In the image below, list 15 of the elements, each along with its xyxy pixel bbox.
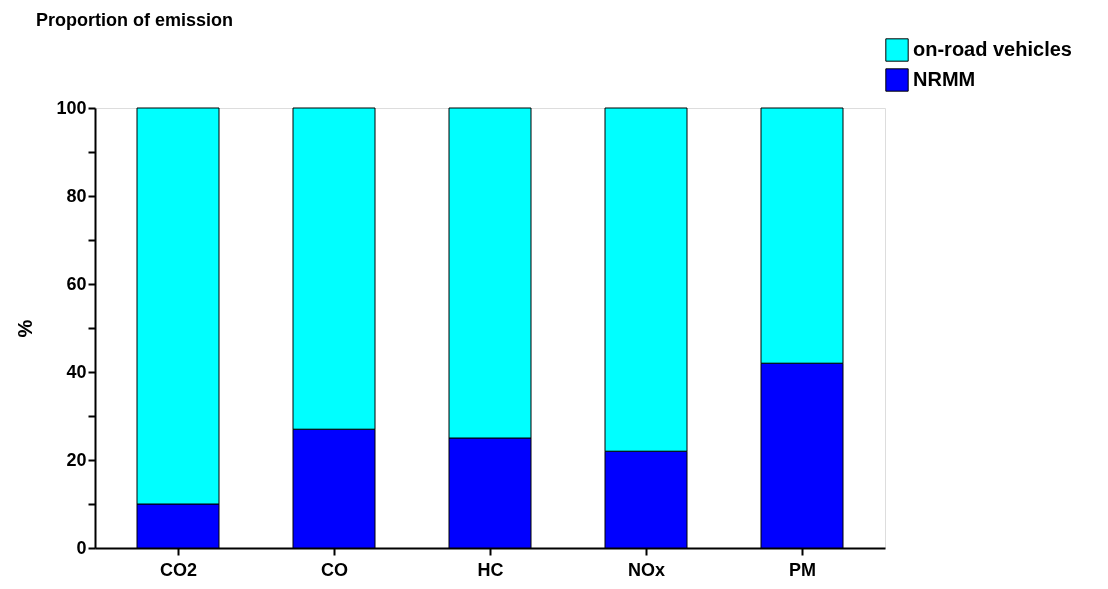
y-tick-label: 20	[66, 449, 87, 470]
x-tick-label: HC	[477, 559, 504, 580]
x-tick-label: NOx	[627, 559, 666, 580]
legend-label: NRMM	[913, 68, 976, 90]
y-axis-title: %	[14, 319, 37, 338]
x-tick-label: CO2	[159, 559, 198, 580]
y-tick-label: 0	[76, 537, 87, 558]
chart-title: Proportion of emission	[35, 10, 233, 30]
x-tick-label: CO	[321, 559, 348, 580]
x-tick-label: PM	[789, 559, 816, 580]
y-tick-label: 60	[66, 273, 87, 294]
y-tick-label: 40	[66, 361, 87, 382]
legend-label: on-road vehicles	[913, 38, 1072, 60]
y-tick-label: 80	[66, 185, 87, 206]
y-tick-label: 100	[56, 97, 87, 118]
